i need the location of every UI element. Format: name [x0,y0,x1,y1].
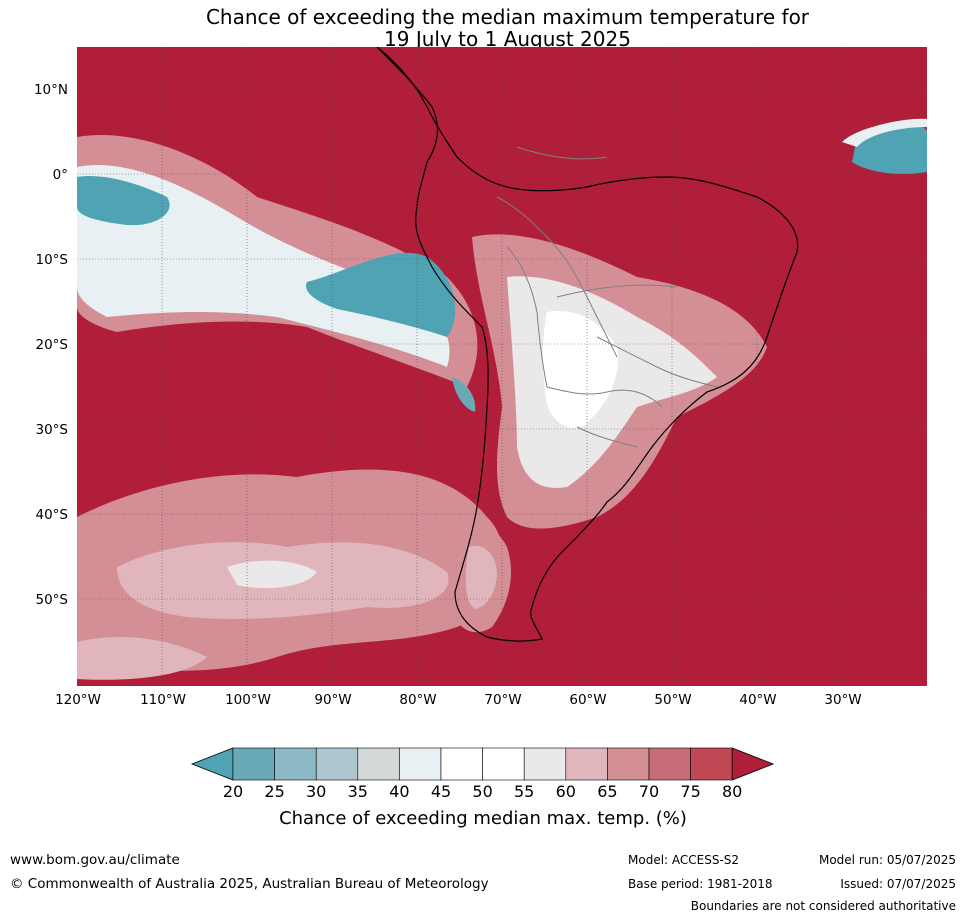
southwest-corner-light-patch [77,637,207,680]
colorbar-segment [357,747,400,781]
colorbar-segment [232,747,275,781]
lat-label-0: 0° [52,167,68,183]
lat-label-30s: 30°S [35,422,69,438]
colorbar-tick-label: 25 [264,782,285,801]
colorbar-segment [482,747,525,781]
colorbar-segment [440,747,483,781]
cool-anomaly-region-central [306,252,456,337]
colorbar-tick-label: 50 [472,782,493,801]
coastline-south-america [376,47,799,642]
colorbar-tick-label: 45 [430,782,452,801]
lon-label-40w: 40°W [739,692,777,708]
colorbar-tick-label: 60 [555,782,576,801]
colorbar-tick-label: 75 [680,782,701,801]
south-america-neutral-core [542,311,618,428]
colorbar-title: Chance of exceeding median max. temp. (%… [279,808,687,829]
colorbar-lower-arrow [190,747,234,781]
base-period: Base period: 1981-2018 [628,877,773,891]
colorbar-segment [315,747,359,781]
colorbar-tick-label: 55 [514,782,535,801]
lat-label-50s: 50°S [35,592,69,608]
patagonia-light-region [465,545,497,609]
colorbar-upper-arrow [731,747,775,781]
lon-label-120w: 120°W [55,692,101,708]
colorbar-tick-label: 30 [306,782,327,801]
colorbar-segment [565,747,608,781]
colorbar-segment [274,747,317,781]
lat-label-10s: 10°S [35,252,69,268]
cool-anomaly-coastal [452,377,476,412]
lon-label-50w: 50°W [654,692,692,708]
map-title-line-1: Chance of exceeding the median maximum t… [205,5,810,29]
colorbar-tick-label: 40 [389,782,410,801]
colorbar [190,747,775,781]
colorbar-tick-label: 35 [347,782,368,801]
cool-anomaly-atlantic-edge [842,118,927,147]
lon-label-60w: 60°W [569,692,607,708]
colorbar-tick-label: 70 [638,782,660,801]
lon-label-30w: 30°W [824,692,862,708]
lon-label-90w: 90°W [314,692,352,708]
lon-label-80w: 80°W [399,692,437,708]
country-borders [496,146,718,448]
cool-anomaly-region-west [77,176,170,226]
probability-map [77,47,927,686]
lon-label-100w: 100°W [225,692,271,708]
lat-label-20s: 20°S [35,337,69,353]
lat-label-10n: 10°N [33,82,68,98]
colorbar-tick-label: 80 [722,782,743,801]
colorbar-tick-label: 20 [222,782,244,801]
model-name: Model: ACCESS-S2 [628,853,740,867]
website-url: www.bom.gov.au/climate [10,852,180,868]
colorbar-segment [648,747,691,781]
map-title-line-2: 19 July to 1 August 2025 [384,27,631,51]
lat-label-40s: 40°S [35,507,69,523]
tropical-pacific-light-band [77,165,450,367]
graticule [77,47,927,686]
colorbar-segment [607,747,650,781]
colorbar-tick-label: 65 [597,782,618,801]
model-run-date: Model run: 05/07/2025 [818,853,956,867]
lon-label-70w: 70°W [484,692,522,708]
issued-date: Issued: 07/07/2025 [840,877,956,891]
boundary-disclaimer: Boundaries are not considered authoritat… [690,899,956,913]
colorbar-segment [523,747,567,781]
colorbar-segment [399,747,442,781]
south-pacific-neutral-patch [227,560,317,589]
copyright-notice: © Commonwealth of Australia 2025, Austra… [10,876,489,892]
colorbar-segment [690,747,733,781]
lon-label-110w: 110°W [140,692,186,708]
